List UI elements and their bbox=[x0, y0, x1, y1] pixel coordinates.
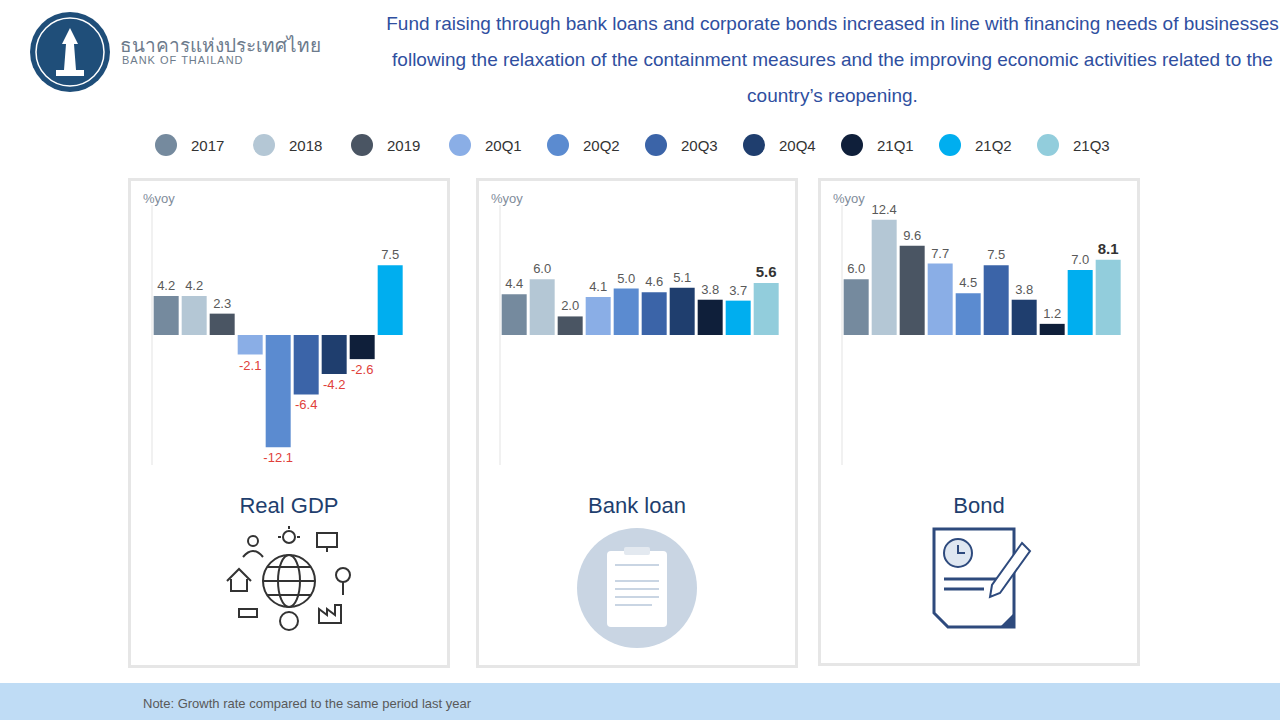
html-text:Fund raising through bank loan: Fund raising through bank loans and corp… bbox=[386, 13, 1279, 106]
svg-text:6.0: 6.0 bbox=[847, 261, 865, 276]
html-text:2017: 2017 bbox=[191, 136, 225, 154]
html-text:ธนาคารแห่งประเทศไทย: ธนาคารแห่งประเทศไทย bbox=[120, 35, 321, 56]
svg-text:-4.2: -4.2 bbox=[323, 377, 345, 392]
html-text:20Q3: 20Q3 bbox=[681, 136, 718, 154]
html-text:20Q2: 20Q2 bbox=[583, 136, 620, 154]
svg-text:5.0: 5.0 bbox=[617, 271, 635, 286]
svg-text:4.6: 4.6 bbox=[645, 274, 663, 289]
svg-text:1.2: 1.2 bbox=[1043, 306, 1061, 321]
svg-text:4.2: 4.2 bbox=[185, 278, 203, 293]
svg-text:4.2: 4.2 bbox=[157, 278, 175, 293]
svg-text:-2.1: -2.1 bbox=[239, 358, 261, 373]
html-text:%yoy: %yoy bbox=[491, 191, 523, 206]
html-text:%yoy: %yoy bbox=[143, 191, 175, 206]
html-text:20Q4: 20Q4 bbox=[779, 136, 816, 154]
svg-text:-6.4: -6.4 bbox=[295, 397, 317, 412]
svg-text:8.1: 8.1 bbox=[1098, 240, 1119, 257]
html-text:21Q3: 21Q3 bbox=[1073, 136, 1110, 154]
svg-text:2.3: 2.3 bbox=[213, 296, 231, 311]
html-text:Real GDP: Real GDP bbox=[239, 493, 339, 518]
svg-text:-12.1: -12.1 bbox=[263, 450, 293, 465]
svg-text:7.5: 7.5 bbox=[381, 247, 399, 262]
html-text:21Q2: 21Q2 bbox=[975, 136, 1012, 154]
svg-text:4.5: 4.5 bbox=[959, 275, 977, 290]
svg-text:5.6: 5.6 bbox=[756, 263, 777, 280]
html-text:21Q1: 21Q1 bbox=[877, 136, 914, 154]
html-text:20Q1: 20Q1 bbox=[485, 136, 522, 154]
svg-text:3.8: 3.8 bbox=[1015, 282, 1033, 297]
svg-text:3.8: 3.8 bbox=[701, 282, 719, 297]
html-text:2019: 2019 bbox=[387, 136, 421, 154]
html-text:Note: Growth rate compared to: Note: Growth rate compared to the same p… bbox=[143, 696, 471, 711]
svg-text:-2.6: -2.6 bbox=[351, 362, 373, 377]
svg-text:5.1: 5.1 bbox=[673, 270, 691, 285]
html-text:%yoy: %yoy bbox=[833, 191, 865, 206]
svg-text:3.7: 3.7 bbox=[729, 283, 747, 298]
html-text:BANK OF THAILAND: BANK OF THAILAND bbox=[122, 54, 244, 66]
html-text:2018: 2018 bbox=[289, 136, 323, 154]
svg-text:7.5: 7.5 bbox=[987, 247, 1005, 262]
svg-text:6.0: 6.0 bbox=[533, 261, 551, 276]
svg-text:2.0: 2.0 bbox=[561, 298, 579, 313]
html-text:Bond: Bond bbox=[953, 493, 1005, 518]
svg-text:4.1: 4.1 bbox=[589, 279, 607, 294]
svg-text:7.7: 7.7 bbox=[931, 246, 949, 261]
html-text:Bank loan: Bank loan bbox=[588, 493, 686, 518]
svg-text:12.4: 12.4 bbox=[872, 202, 897, 217]
svg-text:4.4: 4.4 bbox=[505, 276, 523, 291]
svg-text:9.6: 9.6 bbox=[903, 228, 921, 243]
svg-text:7.0: 7.0 bbox=[1071, 252, 1089, 267]
